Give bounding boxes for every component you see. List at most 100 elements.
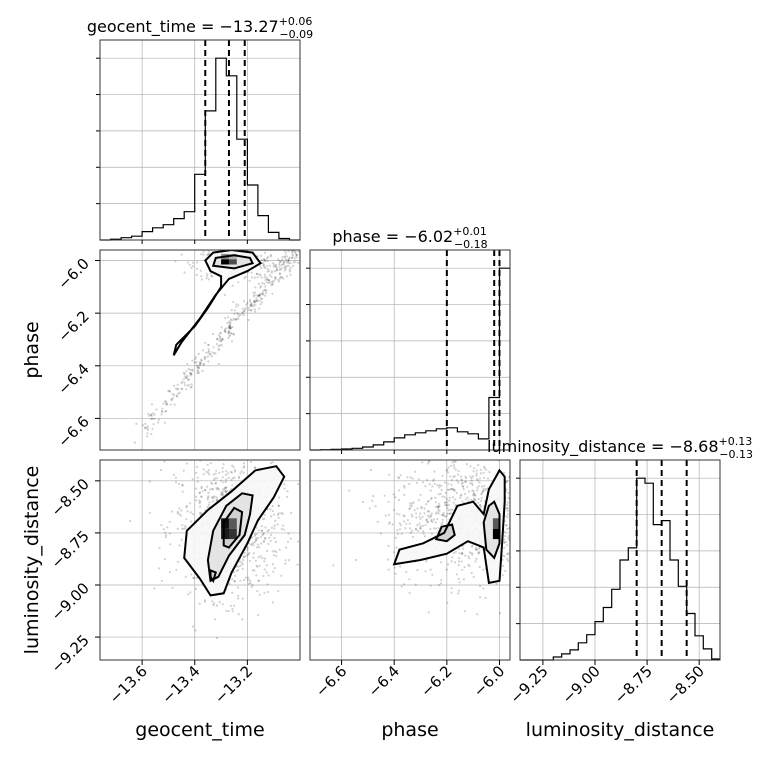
sample-point (271, 601, 274, 604)
sample-point (450, 478, 454, 481)
ytick-label-luminosity_distance: −8.75 (48, 527, 93, 572)
sample-point (295, 253, 299, 257)
sample-point (250, 271, 253, 274)
sample-point (177, 392, 180, 395)
sample-point (514, 548, 516, 550)
sample-point (530, 548, 532, 550)
sample-point (262, 532, 265, 535)
sample-point (547, 529, 549, 531)
sample-point (247, 576, 250, 579)
sample-point (471, 482, 474, 485)
sample-point (446, 512, 449, 515)
sample-point (503, 538, 506, 541)
sample-point (244, 307, 247, 310)
sample-point (432, 478, 435, 481)
density-cell (228, 518, 237, 529)
sample-point (230, 471, 233, 474)
sample-point (505, 524, 508, 527)
sample-point (266, 530, 269, 533)
sample-point (249, 304, 252, 307)
sample-point (212, 602, 216, 605)
sample-point (280, 263, 283, 266)
sample-point (267, 542, 270, 546)
sample-point (546, 481, 548, 483)
sample-point (239, 472, 242, 475)
sample-point (479, 468, 482, 471)
sample-point (469, 475, 472, 478)
sample-point (277, 516, 280, 519)
sample-point (292, 247, 294, 249)
sample-point (477, 547, 481, 550)
sample-point (422, 532, 425, 535)
sample-point (249, 309, 253, 312)
sample-point (464, 498, 467, 501)
sample-point (265, 454, 267, 456)
sample-point (242, 300, 246, 303)
sample-point (180, 509, 183, 512)
sample-point (217, 430, 219, 432)
sample-point (243, 465, 246, 468)
sample-point (223, 490, 227, 493)
sample-point (474, 499, 477, 502)
sample-point (398, 522, 401, 525)
hist-frame (519, 459, 721, 661)
sample-point (443, 496, 446, 499)
sample-point (180, 382, 183, 385)
sample-point (202, 363, 205, 366)
sample-point (504, 534, 507, 538)
sample-point (230, 340, 233, 343)
sample-point (267, 574, 270, 577)
sample-point (231, 284, 234, 287)
sample-point (561, 517, 563, 519)
sample-point (264, 266, 267, 269)
sample-point (460, 551, 463, 555)
sample-point (454, 561, 457, 564)
sample-point (263, 451, 265, 453)
sample-point (530, 546, 532, 548)
sample-point (284, 559, 287, 562)
sample-point (255, 297, 258, 300)
sample-point (210, 275, 213, 278)
sample-point (197, 365, 200, 368)
sample-point (266, 264, 269, 267)
sample-point (212, 488, 215, 491)
density-cell (228, 259, 237, 265)
sample-point (263, 560, 266, 563)
sample-point (280, 527, 283, 531)
sample-point (576, 490, 578, 492)
sample-point (444, 451, 446, 453)
sample-point (429, 528, 432, 531)
sample-point (507, 559, 510, 563)
sample-point (200, 275, 203, 278)
sample-point (427, 499, 430, 503)
sample-point (416, 507, 419, 510)
sample-point (514, 517, 516, 519)
sample-point (561, 551, 563, 553)
sample-point (261, 534, 264, 537)
sample-point (209, 272, 212, 275)
sample-point (243, 277, 246, 280)
sample-point (237, 594, 240, 597)
sample-point (191, 478, 194, 481)
sample-point (397, 498, 400, 502)
sample-point (251, 305, 254, 308)
sample-point (437, 527, 440, 530)
sample-point (219, 331, 222, 334)
sample-point (227, 329, 230, 333)
sample-point (228, 327, 231, 330)
sample-point (271, 444, 273, 446)
sample-point (183, 381, 186, 384)
sample-point (516, 485, 518, 487)
sample-point (237, 586, 240, 589)
sample-point (400, 532, 403, 535)
sample-point (255, 574, 258, 577)
ytick-label-luminosity_distance: −9.25 (48, 631, 93, 676)
density-cell (221, 259, 229, 265)
sample-point (424, 523, 427, 527)
sample-point (549, 509, 551, 511)
sample-point (254, 559, 257, 562)
sample-point (479, 472, 483, 475)
sample-point (197, 371, 200, 374)
sample-point (223, 329, 226, 332)
sample-point (461, 485, 464, 488)
